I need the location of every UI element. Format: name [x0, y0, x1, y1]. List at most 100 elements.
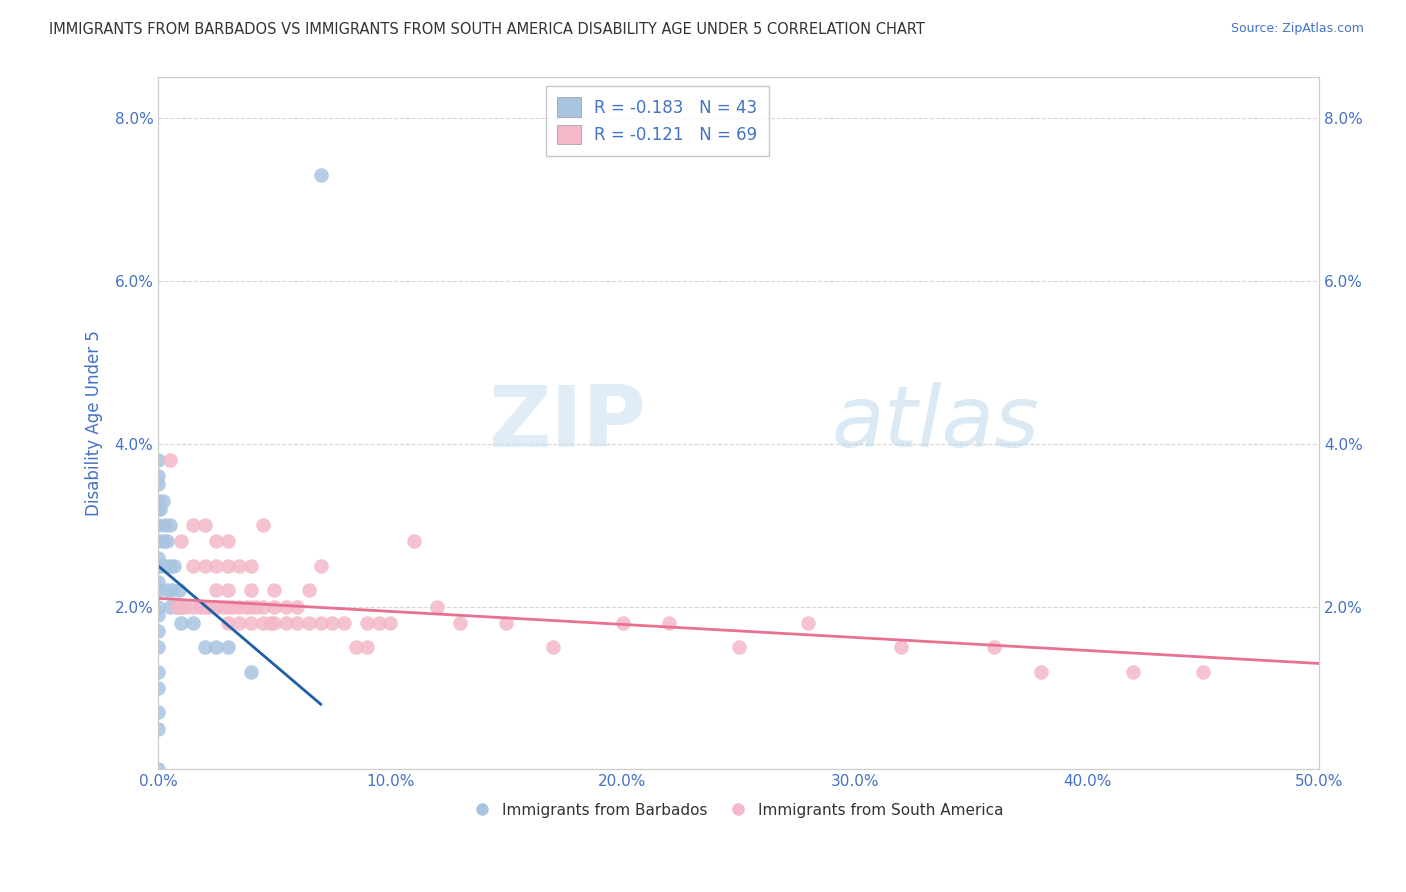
Text: Source: ZipAtlas.com: Source: ZipAtlas.com	[1230, 22, 1364, 36]
Point	[449, 615, 471, 630]
Point	[1192, 665, 1215, 679]
Point	[159, 599, 181, 614]
Point	[205, 583, 228, 598]
Point	[245, 599, 267, 614]
Point	[167, 583, 190, 598]
Point	[217, 615, 239, 630]
Point	[274, 599, 297, 614]
Point	[495, 615, 517, 630]
Point	[240, 583, 263, 598]
Point	[160, 583, 183, 598]
Point	[309, 558, 332, 573]
Point	[188, 599, 211, 614]
Point	[309, 615, 332, 630]
Point	[205, 534, 228, 549]
Point	[235, 599, 257, 614]
Point	[146, 722, 169, 736]
Point	[146, 681, 169, 695]
Point	[252, 518, 274, 533]
Point	[228, 615, 250, 630]
Point	[146, 493, 169, 508]
Point	[166, 599, 188, 614]
Point	[298, 583, 321, 598]
Y-axis label: Disability Age Under 5: Disability Age Under 5	[86, 330, 103, 516]
Point	[205, 640, 228, 655]
Point	[727, 640, 749, 655]
Point	[159, 453, 181, 467]
Point	[146, 706, 169, 720]
Point	[146, 501, 169, 516]
Point	[146, 550, 169, 565]
Point	[252, 615, 274, 630]
Point	[166, 599, 188, 614]
Text: atlas: atlas	[831, 382, 1039, 465]
Point	[240, 665, 263, 679]
Point	[287, 599, 309, 614]
Point	[541, 640, 564, 655]
Point	[149, 501, 172, 516]
Point	[259, 615, 281, 630]
Point	[146, 583, 169, 598]
Point	[146, 607, 169, 622]
Point	[1122, 665, 1144, 679]
Point	[146, 762, 169, 776]
Point	[170, 534, 193, 549]
Point	[1029, 665, 1052, 679]
Point	[797, 615, 820, 630]
Point	[344, 640, 367, 655]
Point	[146, 624, 169, 638]
Point	[205, 599, 228, 614]
Point	[159, 558, 181, 573]
Point	[146, 575, 169, 590]
Point	[181, 558, 204, 573]
Point	[174, 599, 197, 614]
Point	[181, 599, 204, 614]
Point	[170, 615, 193, 630]
Point	[217, 583, 239, 598]
Point	[217, 599, 239, 614]
Point	[163, 558, 186, 573]
Point	[380, 615, 402, 630]
Point	[274, 615, 297, 630]
Point	[298, 615, 321, 630]
Point	[402, 534, 425, 549]
Point	[205, 558, 228, 573]
Point	[263, 615, 285, 630]
Point	[152, 493, 174, 508]
Point	[221, 599, 243, 614]
Point	[156, 583, 179, 598]
Point	[156, 534, 179, 549]
Point	[146, 477, 169, 491]
Point	[170, 599, 193, 614]
Point	[309, 168, 332, 182]
Point	[658, 615, 681, 630]
Point	[194, 518, 217, 533]
Point	[212, 599, 235, 614]
Point	[146, 558, 169, 573]
Point	[152, 534, 174, 549]
Point	[146, 640, 169, 655]
Legend: Immigrants from Barbados, Immigrants from South America: Immigrants from Barbados, Immigrants fro…	[468, 797, 1010, 824]
Point	[217, 640, 239, 655]
Point	[198, 599, 221, 614]
Point	[287, 615, 309, 630]
Point	[263, 583, 285, 598]
Point	[146, 665, 169, 679]
Text: IMMIGRANTS FROM BARBADOS VS IMMIGRANTS FROM SOUTH AMERICA DISABILITY AGE UNDER 5: IMMIGRANTS FROM BARBADOS VS IMMIGRANTS F…	[49, 22, 925, 37]
Point	[252, 599, 274, 614]
Point	[240, 615, 263, 630]
Point	[217, 534, 239, 549]
Point	[159, 518, 181, 533]
Point	[321, 615, 343, 630]
Point	[367, 615, 389, 630]
Point	[149, 558, 172, 573]
Text: ZIP: ZIP	[488, 382, 645, 465]
Point	[228, 558, 250, 573]
Point	[146, 518, 169, 533]
Point	[426, 599, 449, 614]
Point	[217, 558, 239, 573]
Point	[153, 558, 176, 573]
Point	[983, 640, 1005, 655]
Point	[356, 615, 378, 630]
Point	[181, 615, 204, 630]
